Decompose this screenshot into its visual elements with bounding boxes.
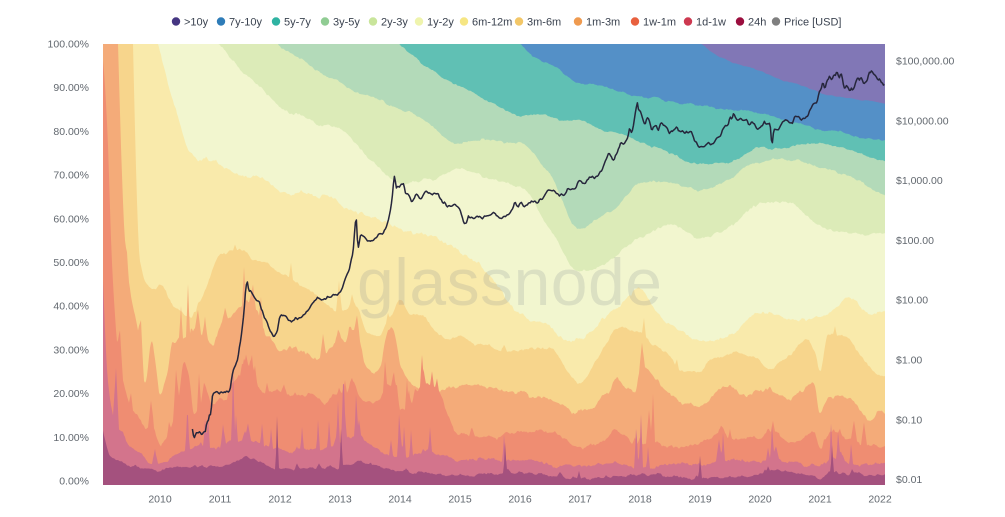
svg-text:60.00%: 60.00%: [53, 213, 89, 225]
svg-text:50.00%: 50.00%: [53, 257, 89, 269]
svg-text:2021: 2021: [808, 494, 832, 506]
svg-text:3m-6m: 3m-6m: [527, 17, 561, 29]
svg-text:0.00%: 0.00%: [59, 476, 89, 488]
svg-text:2y-3y: 2y-3y: [381, 17, 408, 29]
svg-text:$10,000.00: $10,000.00: [896, 115, 949, 127]
svg-text:3y-5y: 3y-5y: [333, 17, 360, 29]
svg-text:70.00%: 70.00%: [53, 170, 89, 182]
svg-text:100.00%: 100.00%: [48, 39, 89, 51]
svg-text:$10.00: $10.00: [896, 295, 928, 307]
svg-text:2013: 2013: [328, 494, 352, 506]
svg-text:80.00%: 80.00%: [53, 126, 89, 138]
svg-text:2014: 2014: [388, 494, 412, 506]
svg-text:6m-12m: 6m-12m: [472, 17, 512, 29]
svg-text:30.00%: 30.00%: [53, 344, 89, 356]
svg-text:1y-2y: 1y-2y: [427, 17, 454, 29]
svg-text:90.00%: 90.00%: [53, 82, 89, 94]
svg-text:2012: 2012: [268, 494, 292, 506]
svg-text:2018: 2018: [628, 494, 652, 506]
svg-text:$100.00: $100.00: [896, 235, 934, 247]
svg-text:2016: 2016: [508, 494, 532, 506]
svg-text:1m-3m: 1m-3m: [586, 17, 620, 29]
svg-text:2015: 2015: [448, 494, 472, 506]
svg-text:5y-7y: 5y-7y: [284, 17, 311, 29]
svg-text:Price [USD]: Price [USD]: [784, 17, 841, 29]
svg-text:2020: 2020: [748, 494, 772, 506]
svg-text:2010: 2010: [148, 494, 172, 506]
svg-text:20.00%: 20.00%: [53, 388, 89, 400]
svg-text:2011: 2011: [209, 494, 232, 506]
svg-text:$0.10: $0.10: [896, 414, 922, 426]
svg-text:$1,000.00: $1,000.00: [896, 175, 943, 187]
svg-text:1w-1m: 1w-1m: [643, 17, 676, 29]
svg-text:2017: 2017: [568, 494, 592, 506]
svg-text:10.00%: 10.00%: [53, 432, 89, 444]
svg-text:$100,000.00: $100,000.00: [896, 56, 955, 68]
svg-text:glassnode: glassnode: [357, 245, 662, 319]
svg-text:24h: 24h: [748, 17, 766, 29]
svg-text:1d-1w: 1d-1w: [696, 17, 726, 29]
svg-text:7y-10y: 7y-10y: [229, 17, 263, 29]
svg-text:2019: 2019: [688, 494, 712, 506]
svg-text:$0.01: $0.01: [896, 474, 922, 486]
svg-text:40.00%: 40.00%: [53, 301, 89, 313]
svg-text:$1.00: $1.00: [896, 355, 922, 367]
svg-text:>10y: >10y: [184, 17, 209, 29]
svg-text:2022: 2022: [868, 494, 892, 506]
